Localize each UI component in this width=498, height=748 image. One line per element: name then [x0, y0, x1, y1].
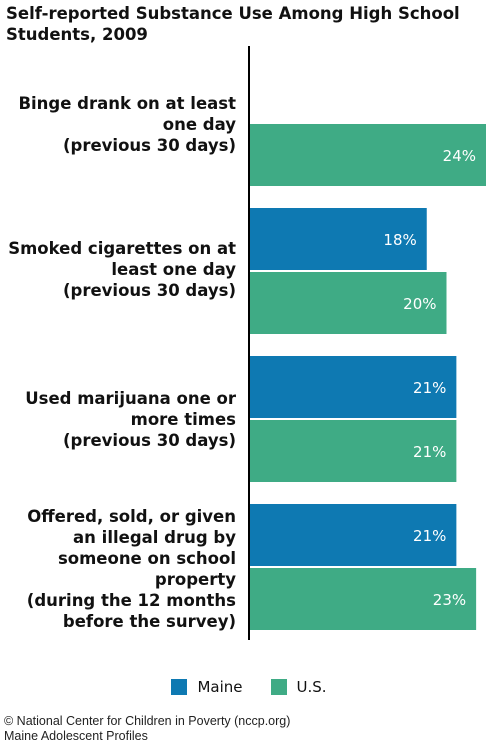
bar-value-label: 21% [413, 443, 446, 461]
bar-maine [249, 208, 427, 270]
copyright-line: © National Center for Children in Povert… [4, 714, 291, 728]
chart-title: Self-reported Substance Use Among High S… [6, 4, 460, 44]
category-label-line: (during the 12 months [26, 591, 236, 610]
category-label-line: before the survey) [62, 612, 236, 631]
legend: Maine U.S. [0, 678, 498, 696]
bar-value-label: 21% [413, 379, 446, 397]
bar-us [249, 124, 486, 186]
category-label: Binge drank on at least one day (previous … [0, 93, 236, 156]
bar-value-label: 23% [433, 591, 466, 609]
bar-maine [249, 356, 457, 418]
legend-swatch-us [270, 679, 287, 695]
legend-item-us: U.S. [270, 678, 327, 696]
category-label-line: (previous 30 days) [62, 136, 236, 155]
bar-value-label: 18% [383, 231, 416, 249]
bar-us [249, 420, 457, 482]
category-label: Used marijuana one or more times (previous… [0, 388, 236, 451]
category-label-line: property [154, 570, 236, 589]
category-label-line: (previous 30 days) [62, 281, 236, 300]
bar-us [249, 568, 477, 630]
category-label: Offered, sold, or given an illegal drug b… [0, 506, 236, 632]
category-label-line: (previous 30 days) [62, 431, 236, 450]
category-label-line: Offered, sold, or given [27, 507, 236, 526]
bar-us [249, 272, 447, 334]
category-label-line: Used marijuana one or [25, 389, 236, 408]
category-label-line: Smoked cigarettes on at [8, 239, 236, 258]
category-label-line: Binge drank on at least [18, 94, 236, 113]
category-label-line: someone on school [57, 549, 236, 568]
bar-chart: 18% 21% 21% 24% 20% 21% 23% [248, 46, 486, 640]
legend-label-maine: Maine [197, 678, 243, 696]
legend-item-maine: Maine [171, 678, 243, 696]
legend-swatch-maine [171, 679, 188, 695]
bar-value-label: 24% [443, 147, 476, 165]
source-footer: © National Center for Children in Povert… [4, 714, 290, 744]
category-label-line: one day [162, 115, 236, 134]
category-label-line: an illegal drug by [73, 528, 236, 547]
category-label-line: least one day [111, 260, 236, 279]
legend-label-us: U.S. [296, 678, 327, 696]
bar-value-label: 21% [413, 527, 446, 545]
category-label-line: more times [130, 410, 236, 429]
bar-value-label: 20% [403, 295, 436, 313]
category-label: Smoked cigarettes on at least one day (pre… [0, 238, 236, 301]
profile-line: Maine Adolescent Profiles [4, 729, 148, 743]
bar-maine [249, 504, 457, 566]
